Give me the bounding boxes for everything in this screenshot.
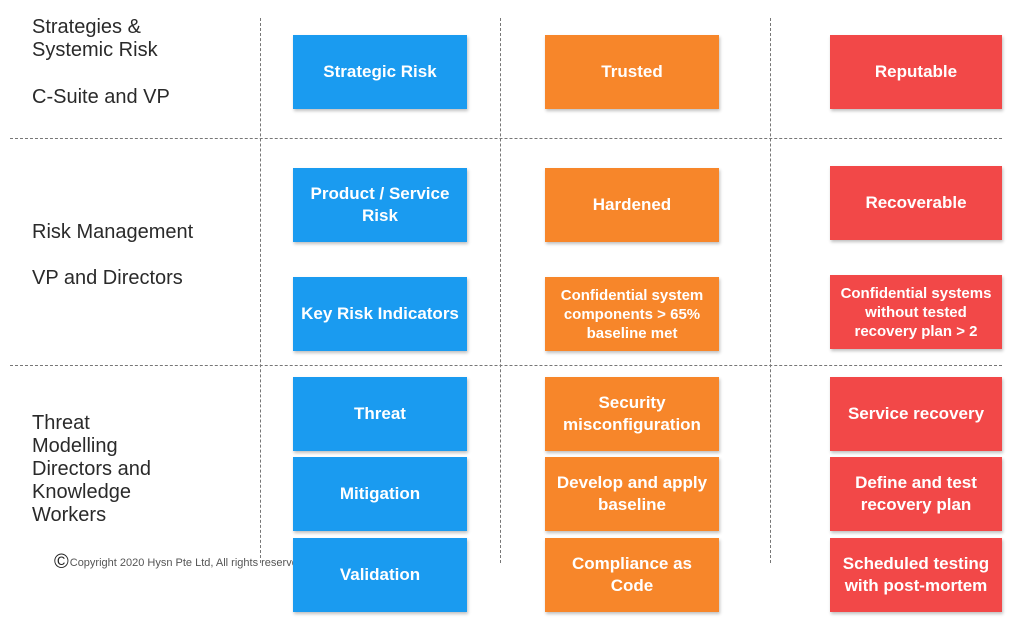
divider xyxy=(10,138,1002,139)
risk-box: Compliance as Code xyxy=(545,538,719,612)
risk-box: Service recovery xyxy=(830,377,1002,451)
divider xyxy=(500,18,501,563)
tier-label: Risk Management xyxy=(32,221,194,243)
divider xyxy=(260,18,261,563)
copyright-text: Copyright 2020 Hysn Pte Ltd, All rights … xyxy=(69,556,298,569)
risk-box: Define and test recovery plan xyxy=(830,457,1002,531)
footer: © Copyright 2020 Hysn Pte Ltd, All right… xyxy=(54,551,298,574)
tier-role: C-Suite and VP xyxy=(32,86,170,108)
risk-box: Confidential system components > 65% bas… xyxy=(545,277,719,351)
risk-box: Strategic Risk xyxy=(293,35,467,109)
risk-box: Develop and apply baseline xyxy=(545,457,719,531)
risk-box: Recoverable xyxy=(830,166,1002,240)
tier-role: VP and Directors xyxy=(32,267,183,289)
risk-box: Product / Service Risk xyxy=(293,168,467,242)
risk-box: Confidential systems without tested reco… xyxy=(830,275,1002,349)
risk-box: Threat xyxy=(293,377,467,451)
tier-role: Directors and Knowledge Workers xyxy=(32,458,151,526)
tier-label: Threat Modelling xyxy=(32,412,118,457)
copyright-symbol: © xyxy=(54,551,69,573)
risk-box: Security misconfiguration xyxy=(545,377,719,451)
risk-box: Trusted xyxy=(545,35,719,109)
risk-box: Reputable xyxy=(830,35,1002,109)
risk-box: Hardened xyxy=(545,168,719,242)
divider xyxy=(770,18,771,563)
tier-label: Strategies & Systemic Risk xyxy=(32,16,158,61)
divider xyxy=(10,365,1002,366)
risk-box: Mitigation xyxy=(293,457,467,531)
risk-box: Key Risk Indicators xyxy=(293,277,467,351)
risk-box: Validation xyxy=(293,538,467,612)
risk-box: Scheduled testing with post-mortem xyxy=(830,538,1002,612)
